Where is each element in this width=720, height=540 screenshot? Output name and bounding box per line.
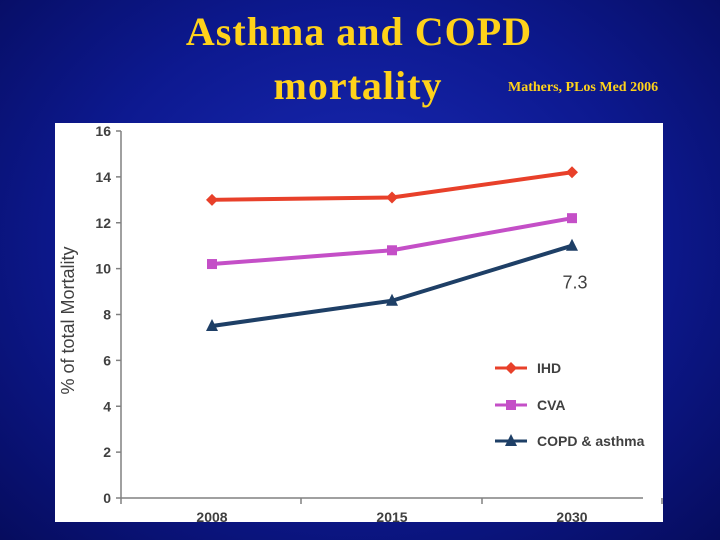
y-tick-label-0: 0 [103, 490, 111, 506]
point-copd-asthma-2030 [566, 238, 578, 251]
point-cva-2030 [567, 213, 577, 224]
slide-title-line1: Asthma and COPD [185, 9, 533, 54]
y-tick-label-4: 4 [103, 398, 111, 414]
y-tick-label-10: 10 [95, 261, 111, 277]
legend-marker-ihd [505, 362, 517, 374]
y-tick-label-14: 14 [95, 169, 111, 185]
point-ihd-2030 [566, 166, 578, 179]
line-chart: 0 2 4 6 8 10 12 14 16 2008 2015 2030 % of total Mort… [58, 123, 663, 522]
y-tick-label-6: 6 [103, 352, 111, 368]
point-cva-2015 [387, 245, 397, 256]
legend-marker-cva [506, 400, 516, 410]
point-copd-asthma-2008 [206, 318, 218, 331]
point-ihd-2015 [386, 191, 398, 204]
y-tick-label-16: 16 [95, 123, 111, 139]
point-copd-asthma-2015 [386, 293, 398, 306]
y-axis-title: % of total Mortality [58, 246, 78, 394]
chart-panel: 0 2 4 6 8 10 12 14 16 2008 2015 2030 % of total Mort… [55, 123, 663, 522]
x-tick-label-2015: 2015 [376, 509, 407, 522]
legend-label-ihd: IHD [537, 360, 561, 376]
y-tick-label-2: 2 [103, 444, 111, 460]
y-tick-label-8: 8 [103, 307, 111, 323]
series-line-copd-asthma [211, 243, 573, 328]
x-tick-label-2008: 2008 [196, 509, 227, 522]
annotation-7-3: 7.3 [562, 273, 587, 293]
point-cva-2008 [207, 259, 217, 270]
x-tick-label-2030: 2030 [556, 509, 587, 522]
series-line-cva [211, 216, 573, 267]
citation: Mathers, PLos Med 2006 [508, 80, 659, 95]
legend-label-copd-asthma: COPD & asthma [537, 433, 645, 449]
slide-title-line2: mortality [273, 63, 443, 108]
legend-label-cva: CVA [537, 397, 566, 413]
point-ihd-2008 [206, 193, 218, 206]
legend-marker-copd-asthma [505, 434, 517, 446]
y-tick-label-12: 12 [95, 215, 111, 231]
